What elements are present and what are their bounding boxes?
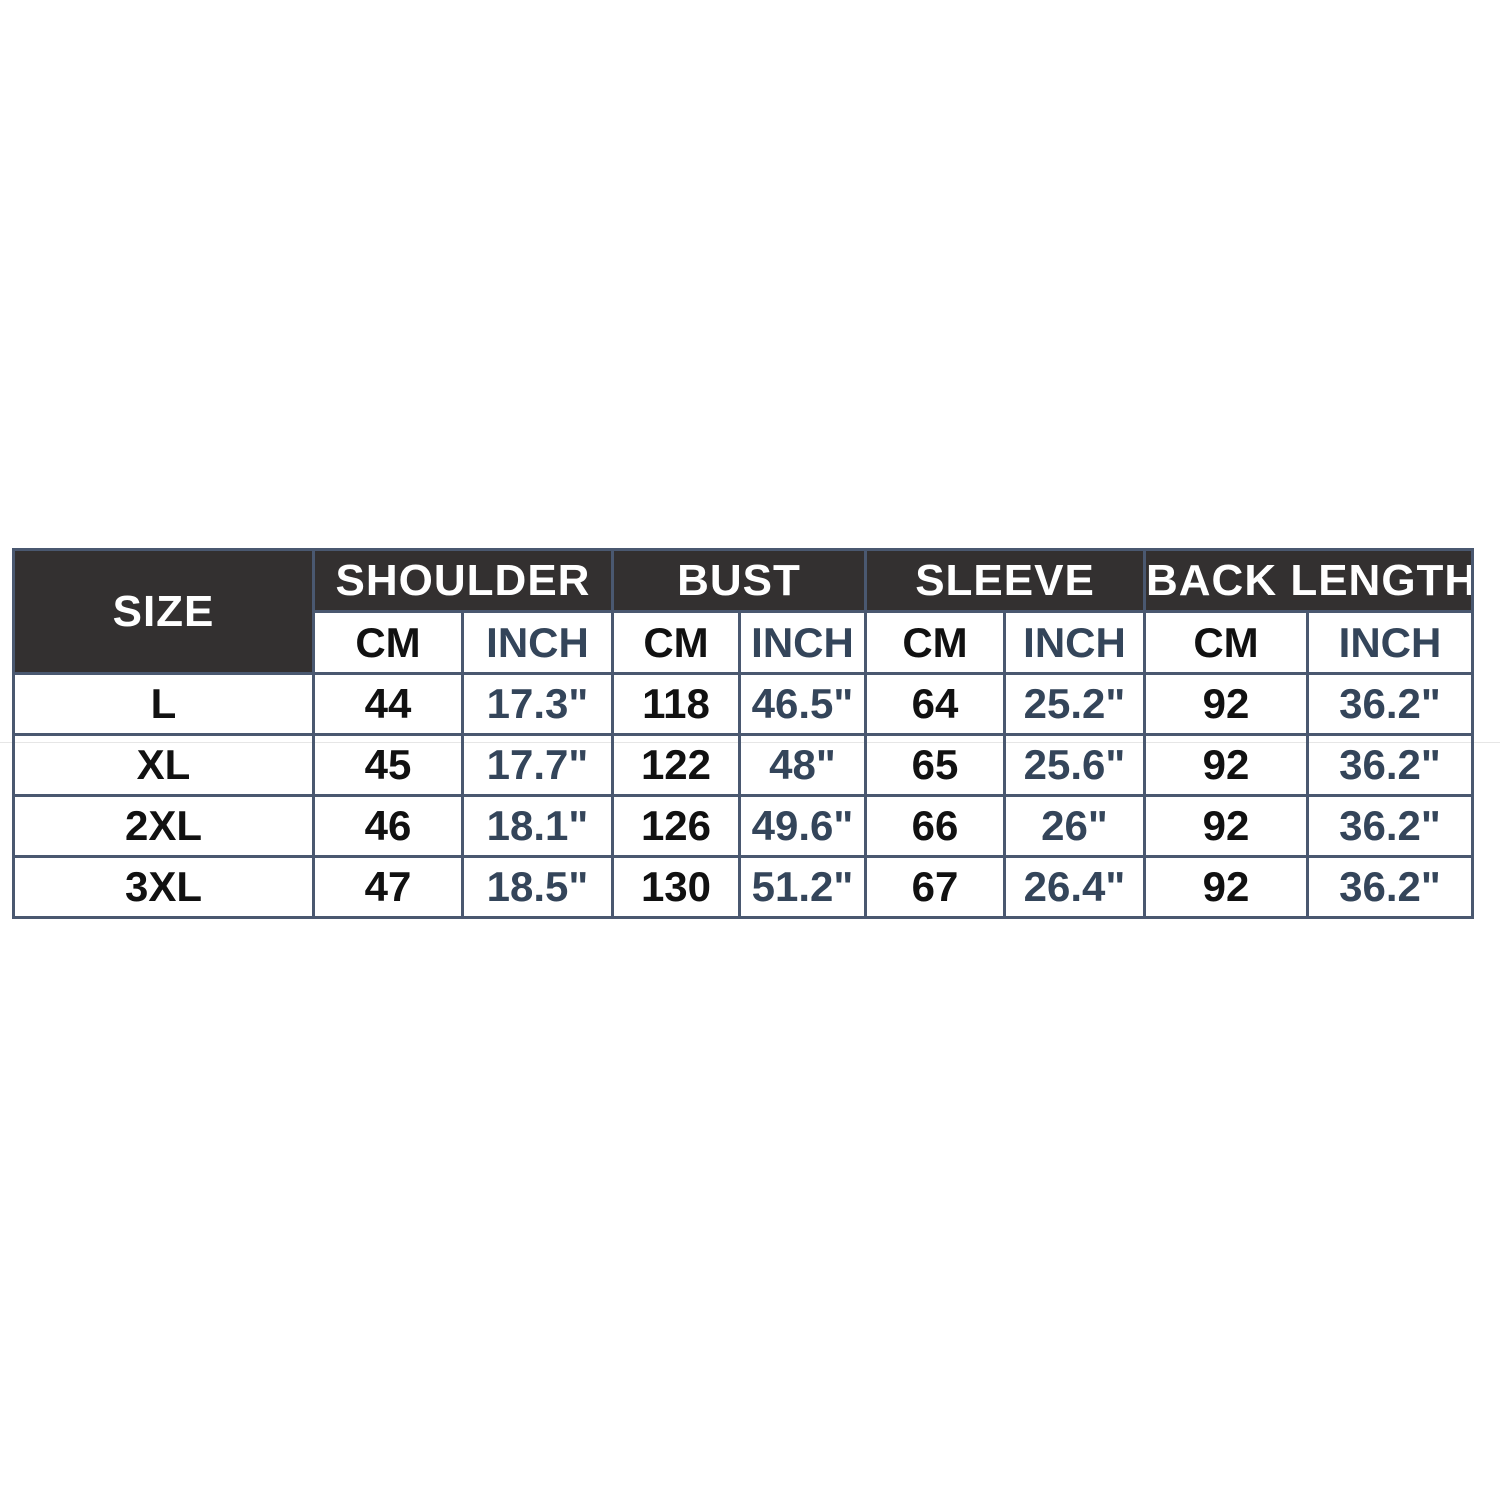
cm-value-cell: 44 (312, 672, 464, 736)
table-row: XL 45 17.7" 122 48" 65 25.6" 92 36.2" (12, 733, 1475, 797)
unit-header-inch: INCH (1003, 610, 1146, 675)
size-cell: 2XL (12, 794, 315, 858)
unit-header-cm: CM (864, 610, 1006, 675)
unit-header-inch: INCH (461, 610, 614, 675)
inch-value-cell: 49.6" (738, 794, 867, 858)
cm-value-cell: 126 (611, 794, 741, 858)
table-row: 3XL 47 18.5" 130 51.2" 67 26.4" 92 36.2" (12, 855, 1475, 919)
inch-value-cell: 17.7" (461, 733, 614, 797)
inch-value-cell: 36.2" (1305, 855, 1475, 919)
cm-value-cell: 92 (1143, 733, 1309, 797)
size-cell: 3XL (12, 855, 315, 919)
inch-value-cell: 25.2" (1003, 672, 1146, 736)
inch-value-cell: 26.4" (1003, 855, 1146, 919)
unit-header-cm: CM (611, 610, 741, 675)
size-cell: L (12, 672, 315, 736)
group-header-bust: BUST (611, 548, 867, 613)
cm-value-cell: 130 (611, 855, 741, 919)
inch-value-cell: 25.6" (1003, 733, 1146, 797)
cm-value-cell: 92 (1143, 672, 1309, 736)
unit-header-inch: INCH (738, 610, 867, 675)
cm-value-cell: 66 (864, 794, 1006, 858)
group-header-back-length: BACK LENGTH (1142, 548, 1475, 613)
cm-value-cell: 45 (312, 733, 464, 797)
inch-value-cell: 36.2" (1305, 794, 1475, 858)
cm-value-cell: 64 (864, 672, 1006, 736)
inch-value-cell: 36.2" (1305, 733, 1475, 797)
inch-value-cell: 18.5" (461, 855, 614, 919)
cm-value-cell: 92 (1143, 794, 1309, 858)
inch-value-cell: 18.1" (461, 794, 614, 858)
inch-value-cell: 48" (738, 733, 867, 797)
inch-value-cell: 36.2" (1305, 672, 1475, 736)
inch-value-cell: 26" (1003, 794, 1146, 858)
cm-value-cell: 47 (312, 855, 464, 919)
inch-value-cell: 17.3" (461, 672, 614, 736)
cm-value-cell: 67 (864, 855, 1006, 919)
unit-header-cm: CM (312, 610, 464, 675)
inch-value-cell: 46.5" (738, 672, 867, 736)
unit-header-cm: CM (1143, 610, 1309, 675)
cm-value-cell: 65 (864, 733, 1006, 797)
size-chart-table: SIZE SHOULDER BUST SLEEVE BACK LENGTH CM… (12, 548, 1475, 919)
cm-value-cell: 46 (312, 794, 464, 858)
group-header-shoulder: SHOULDER (312, 548, 614, 613)
group-header-sleeve: SLEEVE (864, 548, 1146, 613)
cm-value-cell: 118 (611, 672, 741, 736)
unit-header-inch: INCH (1305, 610, 1475, 675)
table-row: L 44 17.3" 118 46.5" 64 25.2" 92 36.2" (12, 672, 1475, 736)
table-row: 2XL 46 18.1" 126 49.6" 66 26" 92 36.2" (12, 794, 1475, 858)
cm-value-cell: 122 (611, 733, 741, 797)
cm-value-cell: 92 (1143, 855, 1309, 919)
size-header: SIZE (12, 548, 315, 675)
inch-value-cell: 51.2" (738, 855, 867, 919)
size-cell: XL (12, 733, 315, 797)
